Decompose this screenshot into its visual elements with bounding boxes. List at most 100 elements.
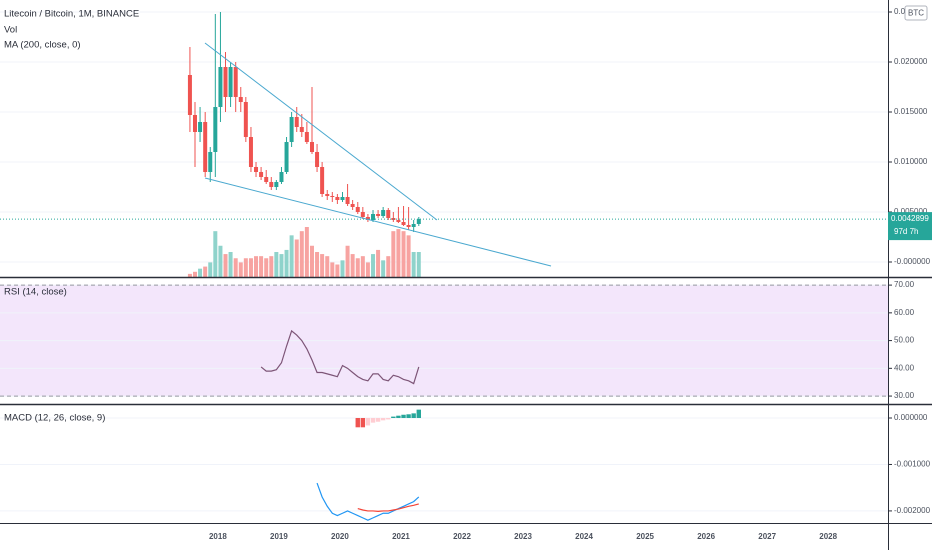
- volume-bar: [315, 252, 320, 277]
- x-tick-label: 2020: [331, 532, 349, 541]
- candle-body: [284, 142, 289, 172]
- series-line: [260, 329, 420, 385]
- candle-body: [294, 117, 299, 127]
- histogram-bar: [416, 409, 421, 419]
- volume-bar: [330, 262, 335, 277]
- chart-title: Litecoin / Bitcoin, 1M, BINANCE: [4, 9, 139, 20]
- x-tick-label: 2024: [575, 532, 593, 541]
- candle-body: [309, 142, 314, 152]
- grid: [0, 11, 888, 512]
- trend-line: [204, 177, 552, 267]
- y-tick-label: -0.002000: [894, 506, 931, 515]
- volume-bar: [416, 252, 421, 277]
- volume-bar: [371, 254, 376, 277]
- volume-bar: [294, 239, 299, 277]
- candle-body: [345, 197, 350, 204]
- volume-bar: [254, 256, 259, 277]
- x-tick-label: 2025: [636, 532, 654, 541]
- volume-bar: [198, 268, 203, 277]
- candle-body: [264, 177, 269, 182]
- pane-title: MACD (12, 26, close, 9): [4, 413, 105, 424]
- volume-bar: [218, 245, 223, 277]
- candle-body: [304, 132, 309, 142]
- y-tick-label: 0.020000: [894, 57, 928, 66]
- volume-bar: [289, 235, 294, 277]
- countdown-label: 97d 7h: [894, 227, 918, 236]
- pane-title: RSI (14, close): [4, 287, 67, 298]
- x-tick-label: 2021: [392, 532, 410, 541]
- volume-bar: [243, 258, 248, 277]
- volume-bar: [350, 254, 355, 277]
- candle-body: [223, 67, 228, 97]
- y-tick-label: 30.00: [894, 391, 915, 400]
- volume-bar: [233, 258, 238, 277]
- volume-bar: [259, 256, 264, 277]
- volume-bar: [304, 227, 309, 277]
- volume-bar: [309, 245, 314, 277]
- candle-body: [416, 219, 421, 224]
- volume-bar: [381, 260, 386, 277]
- y-tick-label: 0.000000: [894, 413, 928, 422]
- volume-bar: [391, 231, 396, 277]
- y-tick-label: 60.00: [894, 308, 915, 317]
- volume-bar: [284, 249, 289, 277]
- y-tick-label: 70.00: [894, 280, 915, 289]
- candle-body: [406, 225, 411, 227]
- candle-body: [340, 197, 345, 200]
- candle-body: [203, 122, 208, 172]
- candle-body: [228, 67, 233, 97]
- histogram-bar: [401, 414, 406, 419]
- indicator-label: MA (200, close, 0): [4, 40, 81, 51]
- candle-body: [274, 182, 279, 187]
- candle-body: [360, 212, 365, 217]
- candle-body: [187, 75, 192, 115]
- volume-bar: [396, 229, 401, 277]
- unit-label: BTC: [908, 9, 924, 18]
- volume-bar: [340, 260, 345, 277]
- candle-body: [381, 210, 386, 216]
- volume-bar: [208, 262, 213, 277]
- candle-body: [365, 217, 370, 220]
- histogram-bar: [370, 418, 376, 423]
- candle-body: [401, 222, 406, 225]
- volume-bar: [269, 256, 274, 277]
- histogram-bar: [375, 418, 381, 422]
- candle-body: [192, 115, 197, 132]
- x-tick-label: 2026: [697, 532, 715, 541]
- candle-body: [371, 214, 376, 220]
- volume-bar: [192, 271, 197, 277]
- candle-body: [411, 224, 416, 227]
- volume-bar: [325, 256, 330, 277]
- candle-body: [208, 152, 213, 172]
- series-line: [316, 482, 420, 521]
- volume-bar: [345, 245, 350, 277]
- candle-body: [279, 172, 284, 182]
- trend-line: [204, 42, 438, 221]
- histogram-bar: [406, 414, 411, 419]
- candle-body: [198, 122, 203, 132]
- candle-body: [325, 194, 330, 196]
- candle-body: [335, 197, 340, 200]
- y-tick-label: 0.010000: [894, 157, 928, 166]
- last-price-label: 0.0042899: [891, 214, 929, 223]
- volume-bar: [238, 262, 243, 277]
- candle-body: [259, 172, 264, 177]
- candle-body: [233, 67, 238, 97]
- volume-bar: [376, 249, 381, 277]
- volume-bar: [279, 254, 284, 277]
- marks: [0, 12, 888, 521]
- y-tick-label: -0.001000: [894, 460, 931, 469]
- histogram-bar: [386, 418, 391, 420]
- indicator-label: Vol: [4, 25, 17, 36]
- volume-bar: [406, 235, 411, 277]
- unit-badge[interactable]: [904, 5, 928, 21]
- volume-bar: [203, 266, 208, 277]
- last-price-badge: [888, 212, 932, 241]
- candle-body: [315, 152, 320, 167]
- histogram-bar: [365, 418, 371, 426]
- volume-bar: [274, 252, 279, 277]
- candle-body: [320, 167, 325, 194]
- x-tick-label: 2019: [270, 532, 288, 541]
